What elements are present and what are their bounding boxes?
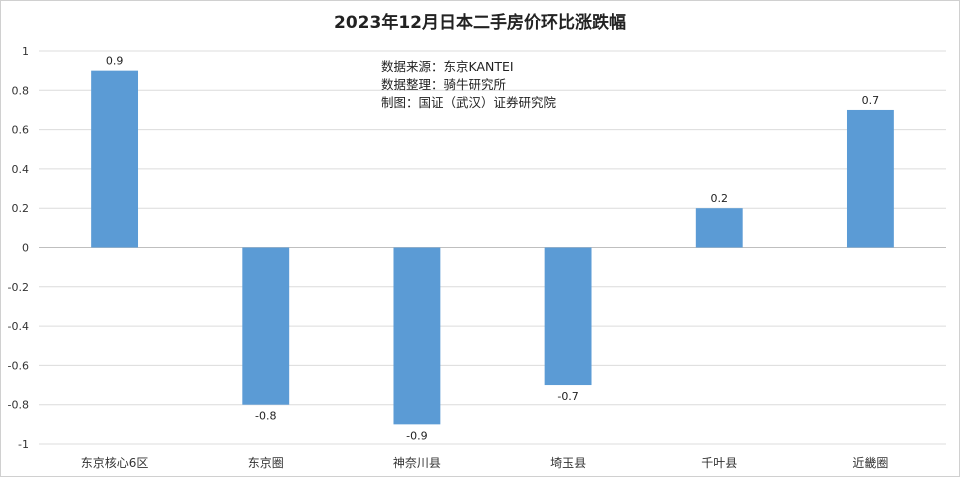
source-annotations: 数据来源：东京KANTEI 数据整理：骑牛研究所 制图：国证（武汉）证券研究院 [381,59,557,110]
y-tick-label: 0.2 [12,202,30,215]
y-tick-label: -0.6 [8,359,29,372]
x-tick-label: 东京圈 [248,456,284,470]
data-label: -0.8 [255,410,276,423]
y-tick-label: -0.4 [8,320,29,333]
annotation-producer: 制图：国证（武汉）证券研究院 [381,95,557,110]
x-tick-label: 埼玉县 [550,456,586,470]
y-tick-label: -0.2 [8,281,29,294]
annotation-source: 数据来源：东京KANTEI [381,59,514,74]
data-label: 0.7 [862,94,880,107]
bar [393,247,441,425]
y-tick-label: 0 [22,242,29,255]
y-tick-label: -1 [18,438,29,451]
chart-title: 2023年12月日本二手房价环比涨跌幅 [334,12,626,33]
data-label: 0.2 [711,192,729,205]
data-label: -0.9 [406,429,427,442]
x-tick-label: 东京核心6区 [81,456,149,470]
data-label: -0.7 [557,390,578,403]
x-tick-label: 神奈川县 [393,456,441,470]
y-axis: 1 0.8 0.6 0.4 0.2 0 -0.2 -0.4 -0.6 -0.8 -1 [8,45,29,451]
x-tick-label: 近畿圈 [852,456,888,470]
y-tick-label: 0.4 [12,163,30,176]
y-tick-label: 0.8 [12,84,30,97]
x-axis: 东京核心6区 东京圈 神奈川县 埼玉县 千叶县 近畿圈 [81,456,889,470]
bar [695,208,743,248]
bar [242,247,290,405]
y-tick-label: 0.6 [12,124,30,137]
gridlines [39,50,946,445]
y-tick-label: 1 [22,45,29,58]
y-tick-label: -0.8 [8,399,29,412]
bars [91,70,894,425]
annotation-compiler: 数据整理：骑牛研究所 [381,77,506,92]
data-labels: 0.9 -0.8 -0.9 -0.7 0.2 0.7 [106,55,879,443]
x-tick-label: 千叶县 [701,456,737,470]
bar [544,247,592,386]
data-label: 0.9 [106,55,124,68]
bar [846,109,894,248]
bar [91,70,139,248]
